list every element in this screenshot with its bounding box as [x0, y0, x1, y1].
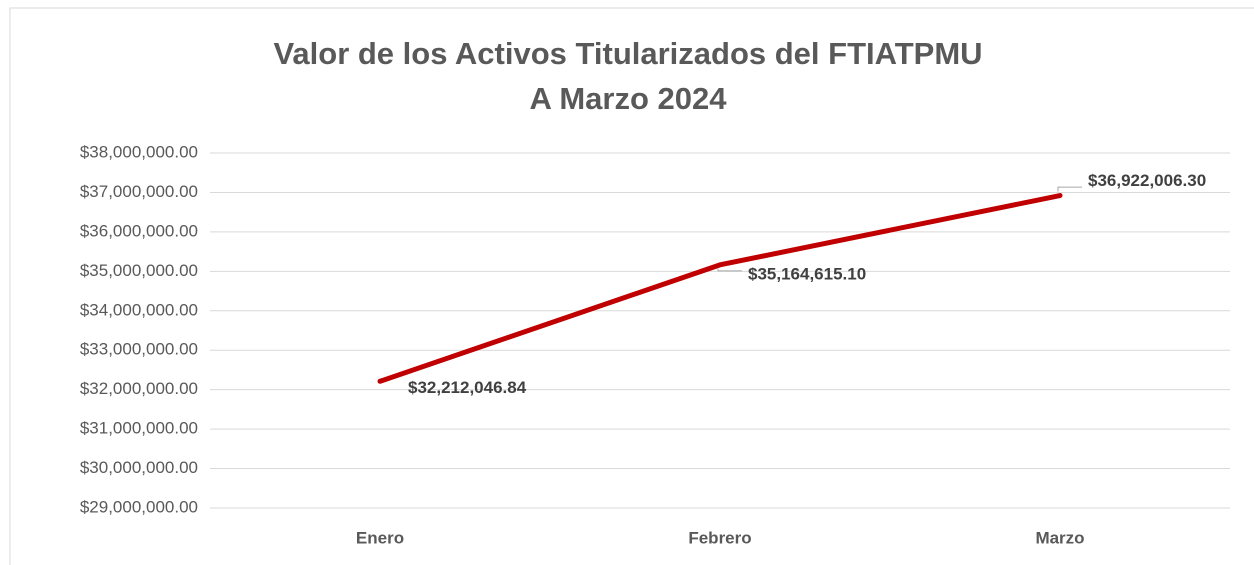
data-label: $35,164,615.10: [748, 264, 866, 283]
data-label: $36,922,006.30: [1088, 171, 1206, 190]
x-tick-label: Enero: [356, 528, 404, 547]
leader-line: [1057, 186, 1082, 192]
y-tick-label: $37,000,000.00: [80, 182, 198, 201]
chart-border: [9, 7, 1254, 565]
leader-line: [717, 268, 742, 272]
y-tick-label: $30,000,000.00: [80, 458, 198, 477]
data-label: $32,212,046.84: [408, 378, 527, 397]
chart-subtitle: A Marzo 2024: [530, 81, 728, 116]
y-tick-label: $35,000,000.00: [80, 261, 198, 280]
y-tick-label: $29,000,000.00: [80, 497, 198, 516]
y-tick-label: $31,000,000.00: [80, 419, 198, 438]
y-tick-label: $34,000,000.00: [80, 300, 198, 319]
y-tick-label: $36,000,000.00: [80, 221, 198, 240]
y-tick-label: $33,000,000.00: [80, 340, 198, 359]
x-tick-label: Marzo: [1035, 528, 1084, 547]
y-tick-label: $38,000,000.00: [80, 142, 198, 161]
y-tick-label: $32,000,000.00: [80, 379, 198, 398]
chart-title: Valor de los Activos Titularizados del F…: [273, 36, 982, 71]
data-line: [377, 193, 1063, 384]
x-tick-label: Febrero: [688, 528, 751, 547]
